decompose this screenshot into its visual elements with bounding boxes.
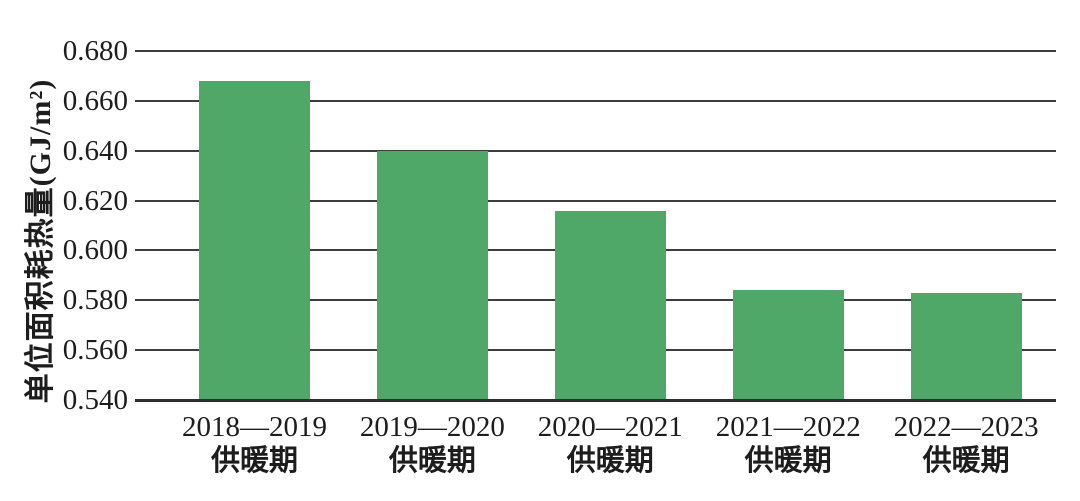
gridline bbox=[135, 199, 1056, 202]
x-tick-year-range: 2020—2021 bbox=[537, 411, 683, 443]
x-tick-period-label: 供暖期 bbox=[388, 445, 476, 477]
x-tick-year-range: 2019—2020 bbox=[359, 411, 505, 443]
x-tick-label: 2021—2022 供暖期 bbox=[683, 410, 893, 478]
x-tick-label: 2020—2021 供暖期 bbox=[505, 410, 715, 478]
y-tick-label: 0.640 bbox=[62, 134, 128, 167]
y-tick-label: 0.580 bbox=[62, 284, 128, 317]
x-tick-period-label: 供暖期 bbox=[566, 445, 654, 477]
x-tick-period-label: 供暖期 bbox=[210, 445, 298, 477]
bar-2019-2020 bbox=[376, 150, 488, 400]
y-tick-label: 0.560 bbox=[62, 334, 128, 367]
x-tick-period-label: 供暖期 bbox=[922, 445, 1010, 477]
bar-2021-2022 bbox=[732, 290, 844, 400]
gridline bbox=[135, 50, 1056, 52]
x-tick-year-range: 2018—2019 bbox=[182, 411, 327, 443]
x-tick-period-label: 供暖期 bbox=[744, 445, 832, 477]
y-tick-label: 0.620 bbox=[62, 184, 128, 217]
x-tick-year-range: 2021—2022 bbox=[715, 411, 861, 443]
x-tick-label: 2018—2019 供暖期 bbox=[150, 410, 360, 478]
x-tick-label: 2019—2020 供暖期 bbox=[327, 410, 537, 478]
y-tick-label: 0.660 bbox=[62, 84, 128, 117]
x-tick-year-range: 2022—2023 bbox=[893, 411, 1039, 443]
x-tick-label: 2022—2023 供暖期 bbox=[861, 410, 1071, 478]
gridline bbox=[135, 149, 1056, 152]
y-tick-label: 0.680 bbox=[62, 35, 128, 67]
y-tick-label: 0.600 bbox=[62, 234, 128, 267]
y-tick-label: 0.540 bbox=[62, 384, 128, 416]
gridline bbox=[135, 99, 1056, 102]
bar-2018-2019 bbox=[199, 80, 310, 400]
x-axis-line bbox=[135, 398, 1056, 402]
bar-2020-2021 bbox=[554, 210, 666, 400]
bar-2022-2023 bbox=[910, 292, 1022, 400]
